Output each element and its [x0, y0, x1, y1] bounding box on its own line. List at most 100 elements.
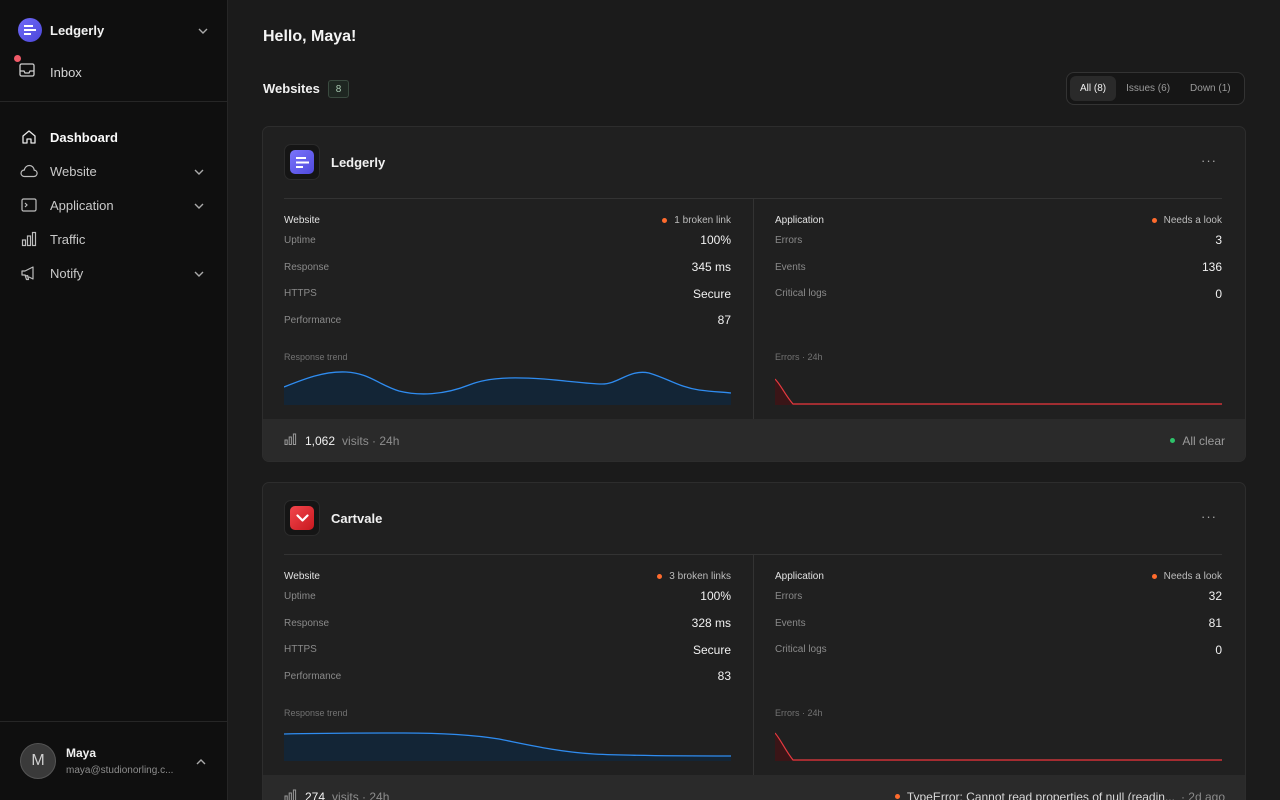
errors-sparkline — [775, 378, 1222, 405]
bar-chart-icon — [284, 432, 297, 450]
websites-count-badge: 8 — [328, 80, 349, 98]
sparkline-label: Errors · 24h — [775, 708, 823, 718]
application-panel: Application Needs a look Errors 32 Events… — [775, 569, 1222, 663]
metric-row: Critical logs 0 — [775, 642, 1222, 657]
sparkline-label: Errors · 24h — [775, 352, 823, 362]
inbox-label: Inbox — [50, 64, 82, 80]
sidebar-item-label: Traffic — [50, 231, 86, 247]
sidebar-item-website[interactable]: Website — [20, 154, 210, 188]
errors-sparkline — [775, 732, 1222, 761]
metric-row: Errors 3 — [775, 233, 1222, 248]
status-dot — [894, 794, 900, 799]
cartvale-logo-icon — [284, 500, 320, 536]
status-dot — [662, 217, 668, 223]
ledgerly-logo-icon — [18, 18, 42, 42]
sparkline-label: Response trend — [284, 352, 348, 362]
status-badge[interactable]: Needs a look — [1151, 215, 1222, 226]
more-options-button[interactable]: ··· — [1201, 153, 1217, 168]
sidebar-item-label: Website — [50, 163, 97, 179]
sparkline-label: Response trend — [284, 708, 348, 718]
status-badge[interactable]: Needs a look — [1151, 571, 1222, 582]
filter-issues[interactable]: Issues (6) — [1126, 83, 1171, 94]
status-badge[interactable]: 3 broken links — [657, 571, 731, 582]
chevron-down-icon — [194, 264, 204, 282]
panel-title: Application — [775, 214, 824, 226]
metric-row: Events 136 — [775, 260, 1222, 275]
visits-count: 1,062 — [305, 433, 336, 448]
metric-row: Response 328 ms — [284, 616, 731, 631]
workspace-name: Ledgerly — [50, 22, 105, 38]
website-panel: Website 3 broken links Uptime 100% Respon… — [284, 569, 731, 690]
divider — [753, 199, 754, 421]
sidebar-item-inbox[interactable]: Inbox — [14, 55, 210, 84]
sidebar-item-application[interactable]: Application — [20, 188, 210, 222]
latest-error[interactable]: TypeError: Cannot read properties of nul… — [894, 789, 1225, 800]
metric-row: Uptime 100% — [284, 233, 731, 248]
visits-label: visits · 24h — [342, 433, 400, 448]
filter-all[interactable]: All (8) — [1070, 76, 1117, 101]
divider — [284, 198, 1222, 199]
error-timestamp: · 2d ago — [1180, 789, 1225, 800]
status-badge[interactable]: 1 broken link — [662, 215, 731, 226]
status-dot — [657, 573, 663, 579]
response-trend-sparkline — [284, 371, 731, 405]
website-filter: All (8) Issues (6) Down (1) — [1066, 72, 1245, 105]
megaphone-icon — [20, 264, 38, 282]
application-panel: Application Needs a look Errors 3 Events 1… — [775, 213, 1222, 307]
site-status: All clear — [1170, 434, 1225, 448]
sidebar-divider — [0, 721, 227, 722]
metric-row: Events 81 — [775, 616, 1222, 631]
chevron-down-icon — [198, 21, 208, 39]
metric-row: Performance 87 — [284, 313, 731, 328]
sidebar-item-traffic[interactable]: Traffic — [20, 222, 210, 256]
sidebar-item-label: Dashboard — [50, 129, 118, 145]
metric-row: HTTPS Secure — [284, 642, 731, 657]
status-dot — [1170, 438, 1176, 443]
visits-summary[interactable]: 1,062 visits · 24h — [284, 432, 399, 450]
sidebar-nav: Dashboard Website Application Traffic — [20, 120, 210, 290]
metric-row: Performance 83 — [284, 669, 731, 684]
cloud-icon — [20, 162, 38, 180]
workspace-switcher[interactable]: Ledgerly — [18, 18, 210, 42]
site-card-footer: 274 visits · 24h TypeError: Cannot read … — [263, 775, 1245, 800]
site-card-footer: 1,062 visits · 24h All clear — [263, 419, 1245, 461]
metric-row: HTTPS Secure — [284, 286, 731, 301]
avatar: M — [20, 743, 56, 779]
status-dot — [1151, 573, 1157, 579]
sidebar-item-dashboard[interactable]: Dashboard — [20, 120, 210, 154]
sidebar: Ledgerly Inbox Dashboard Website — [0, 0, 228, 800]
sidebar-item-label: Application — [50, 197, 114, 213]
user-menu[interactable]: M Maya maya@studionorling.c... — [20, 742, 210, 780]
response-trend-sparkline — [284, 732, 731, 761]
bar-chart-icon — [284, 788, 297, 800]
bar-chart-icon — [20, 230, 38, 248]
home-icon — [20, 128, 38, 146]
chevron-up-icon — [196, 752, 206, 770]
sidebar-item-notify[interactable]: Notify — [20, 256, 210, 290]
user-email: maya@studionorling.c... — [66, 765, 174, 776]
filter-down[interactable]: Down (1) — [1190, 83, 1231, 94]
site-name: Ledgerly — [331, 154, 386, 170]
metric-row: Uptime 100% — [284, 589, 731, 604]
page-title: Hello, Maya! — [263, 28, 357, 45]
error-message: TypeError: Cannot read properties of nul… — [906, 789, 1175, 800]
status-dot — [1151, 217, 1157, 223]
metric-row: Critical logs 0 — [775, 286, 1222, 301]
visits-label: visits · 24h — [332, 789, 390, 800]
sidebar-divider — [0, 101, 227, 102]
site-card-ledgerly: Ledgerly ··· Website 1 broken link Uptim… — [262, 126, 1246, 462]
visits-count: 274 — [305, 789, 326, 800]
visits-summary[interactable]: 274 visits · 24h — [284, 788, 389, 800]
unread-indicator — [14, 55, 21, 62]
divider — [753, 555, 754, 777]
terminal-icon — [20, 196, 38, 214]
panel-title: Application — [775, 570, 824, 582]
chevron-down-icon — [194, 162, 204, 180]
websites-heading: Websites — [263, 81, 320, 96]
sidebar-item-label: Notify — [50, 265, 84, 281]
more-options-button[interactable]: ··· — [1201, 509, 1217, 524]
chevron-down-icon — [194, 196, 204, 214]
main-content: Hello, Maya! Websites 8 All (8) Issues (… — [229, 0, 1280, 800]
site-name: Cartvale — [331, 510, 383, 526]
site-card-cartvale: Cartvale ··· Website 3 broken links Upti… — [262, 482, 1246, 800]
